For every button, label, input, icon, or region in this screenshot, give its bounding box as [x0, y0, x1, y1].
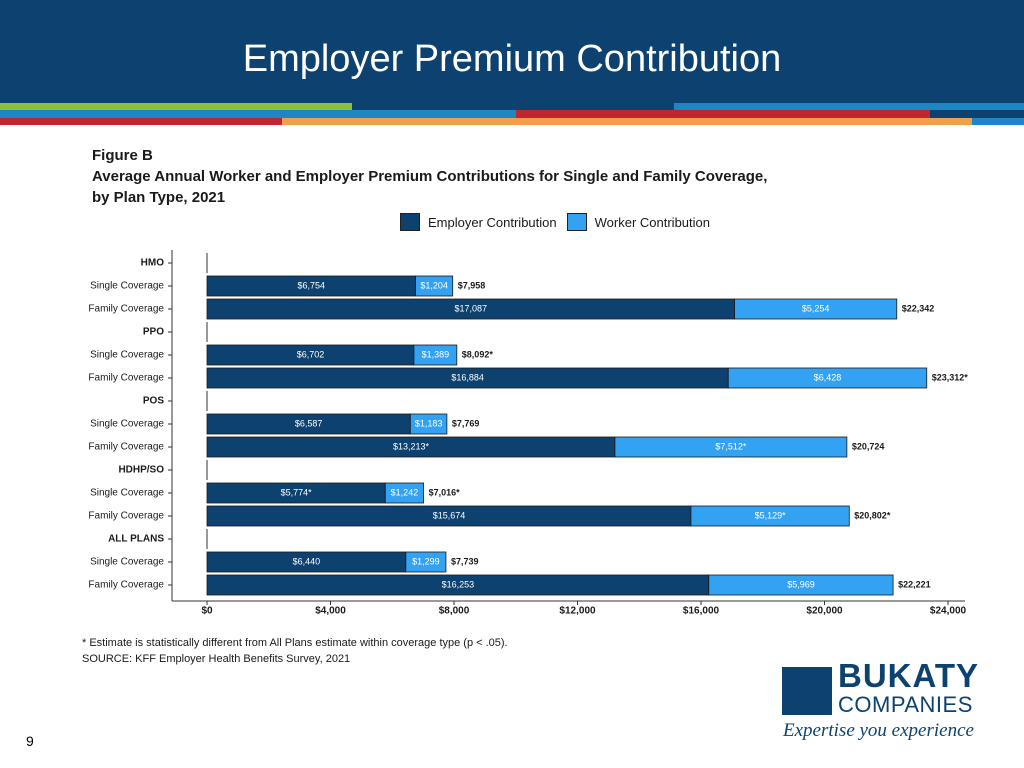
worker-value-label: $7,512*	[715, 441, 747, 451]
worker-value-label: $1,242	[391, 487, 419, 497]
x-tick-label: $12,000	[559, 606, 596, 617]
legend-swatch-worker	[566, 213, 587, 231]
category-group-label: HMO	[141, 258, 165, 269]
legend-label-employer: Employer Contribution	[428, 214, 557, 230]
category-group-label: HDHP/SO	[118, 465, 164, 476]
total-value-label: $7,958	[458, 280, 486, 290]
worker-bar	[727, 367, 928, 389]
category-row-label: Family Coverage	[88, 304, 164, 315]
logo-text-bottom: COMPANIES	[838, 692, 973, 717]
worker-value-label: $5,129*	[755, 510, 787, 520]
figure-caption: Figure B Average Annual Worker and Emplo…	[92, 145, 767, 208]
figure-label: Figure B	[92, 147, 153, 164]
worker-value-label: $1,299	[412, 556, 440, 566]
total-value-label: $22,221	[898, 579, 931, 589]
employer-value-label: $16,253	[442, 579, 475, 589]
legend-label-worker: Worker Contribution	[594, 214, 710, 230]
category-row-label: Family Coverage	[88, 580, 164, 591]
employer-value-label: $6,440	[293, 556, 321, 566]
worker-bar	[405, 551, 447, 573]
worker-bar	[409, 413, 448, 435]
employer-value-label: $15,674	[433, 510, 466, 520]
worker-bar	[413, 344, 458, 366]
x-tick-label: $0	[201, 606, 213, 617]
total-value-label: $22,342	[902, 303, 935, 313]
total-value-label: $8,092*	[462, 349, 494, 359]
x-tick-label: $16,000	[683, 606, 720, 617]
worker-bar	[415, 275, 454, 297]
page-number: 9	[26, 733, 34, 749]
employer-value-label: $6,587	[295, 418, 323, 428]
x-tick-label: $20,000	[806, 606, 843, 617]
employer-value-label: $17,087	[455, 303, 488, 313]
total-value-label: $7,739	[451, 556, 479, 566]
slide-header: Employer Premium Contribution	[0, 0, 1024, 103]
employer-value-label: $5,774*	[281, 487, 313, 497]
logo-tagline: Expertise you experience	[783, 720, 974, 741]
legend-item-employer: Employer Contribution	[400, 213, 557, 231]
worker-value-label: $1,389	[422, 349, 450, 359]
category-group-label: POS	[143, 396, 164, 407]
logo-square	[782, 667, 832, 715]
total-value-label: $20,724	[852, 441, 885, 451]
worker-bar	[690, 505, 850, 527]
total-value-label: $7,769	[452, 418, 480, 428]
category-group-label: PPO	[143, 327, 164, 338]
worker-bar	[384, 482, 425, 504]
category-row-label: Family Coverage	[88, 442, 164, 453]
worker-bar	[734, 298, 898, 320]
footnote-source: SOURCE: KFF Employer Health Benefits Sur…	[82, 653, 351, 665]
employer-value-label: $6,754	[297, 280, 325, 290]
figure-title-line2: by Plan Type, 2021	[92, 189, 226, 206]
total-value-label: $23,312*	[932, 372, 969, 382]
category-row-label: Single Coverage	[90, 557, 164, 568]
category-row-label: Single Coverage	[90, 350, 164, 361]
category-row-label: Family Coverage	[88, 511, 164, 522]
legend-item-worker: Worker Contribution	[566, 213, 710, 231]
total-value-label: $20,802*	[854, 510, 891, 520]
employer-value-label: $6,702	[297, 349, 325, 359]
decorative-stripes	[0, 103, 1024, 125]
worker-value-label: $5,254	[802, 303, 830, 313]
category-row-label: Single Coverage	[90, 281, 164, 292]
x-tick-label: $24,000	[930, 606, 967, 617]
category-row-label: Single Coverage	[90, 488, 164, 499]
employer-value-label: $16,884	[451, 372, 484, 382]
company-logo: BUKATY COMPANIES	[782, 659, 994, 717]
x-tick-label: $8,000	[439, 606, 470, 617]
worker-value-label: $1,204	[420, 280, 448, 290]
worker-bar	[614, 436, 848, 458]
x-tick-label: $4,000	[315, 606, 346, 617]
category-row-label: Single Coverage	[90, 419, 164, 430]
worker-value-label: $5,969	[787, 579, 815, 589]
worker-value-label: $1,183	[415, 418, 443, 428]
worker-bar	[708, 574, 894, 596]
figure-title-line1: Average Annual Worker and Employer Premi…	[92, 168, 768, 185]
category-row-label: Family Coverage	[88, 373, 164, 384]
chart-legend: Employer Contribution Worker Contributio…	[400, 213, 720, 231]
category-group-label: ALL PLANS	[108, 534, 164, 545]
slide-title: Employer Premium Contribution	[242, 38, 782, 80]
figure-footnotes: * Estimate is statistically different fr…	[82, 635, 508, 667]
employer-value-label: $13,213*	[393, 441, 430, 451]
footnote-significance: * Estimate is statistically different fr…	[82, 637, 508, 649]
legend-swatch-employer	[400, 213, 420, 231]
worker-value-label: $6,428	[814, 372, 842, 382]
logo-text-top: BUKATY	[838, 657, 980, 694]
total-value-label: $7,016*	[429, 487, 461, 497]
